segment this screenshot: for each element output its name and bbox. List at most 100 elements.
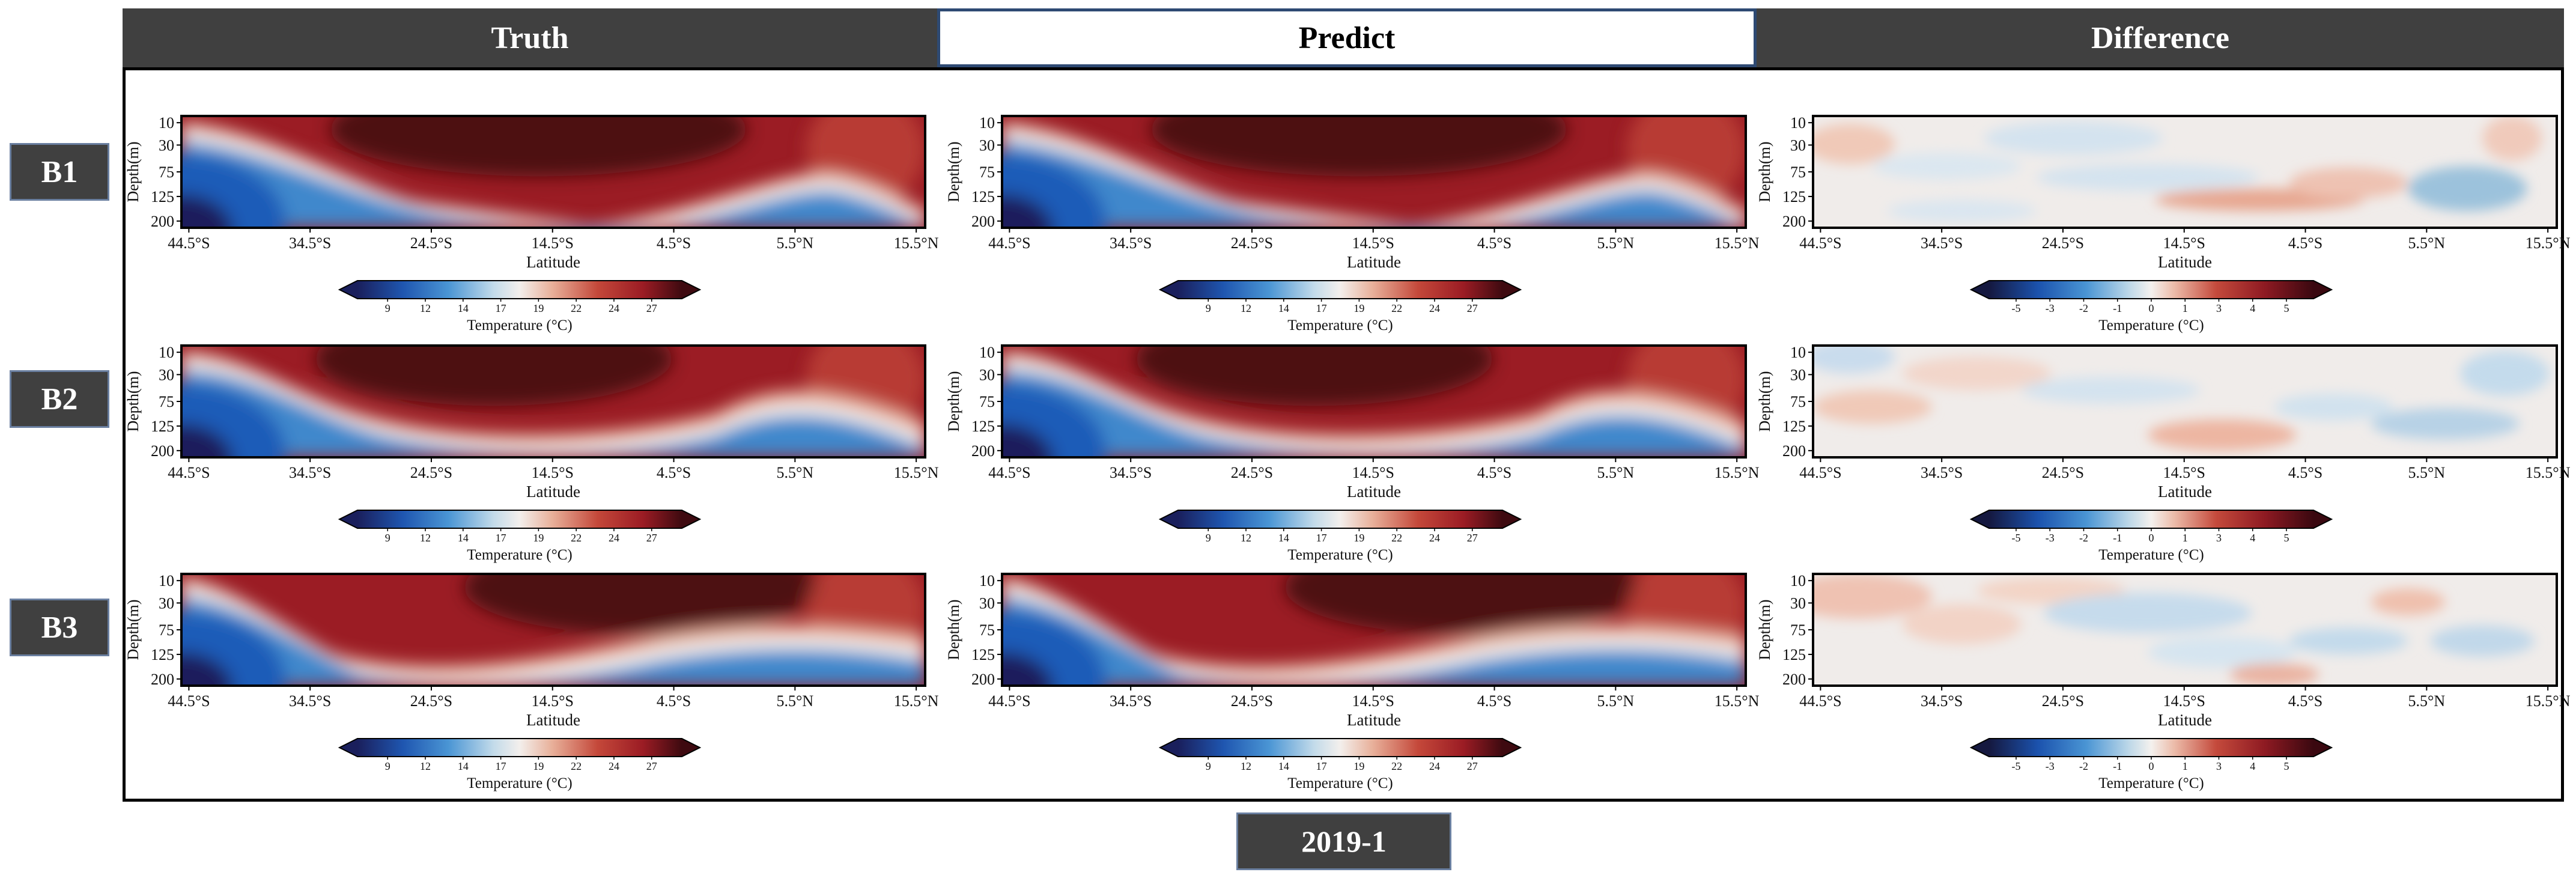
y-tick-label: 200	[151, 671, 174, 688]
heatmap-field	[1813, 574, 2557, 686]
field-blur	[1002, 346, 1746, 457]
y-tick-label: 10	[159, 572, 174, 590]
y-tick-label: 125	[971, 418, 995, 435]
colorbar-label: Temperature (°C)	[1287, 547, 1393, 563]
diff-patch	[2408, 166, 2527, 212]
x-tick-label: 24.5°S	[1231, 464, 1273, 481]
colorbar-gradient	[357, 281, 682, 299]
colorbar-gradient	[1989, 510, 2313, 528]
diff-patch	[2229, 663, 2319, 686]
x-tick-label: 34.5°S	[289, 234, 331, 252]
cold-water	[181, 596, 925, 686]
colorbar-tick-label: -2	[2079, 532, 2088, 544]
y-axis-label: Depth(m)	[945, 371, 962, 431]
cold-water	[1002, 370, 1746, 457]
x-tick-label: 15.5°N	[2526, 464, 2571, 481]
field-blur	[181, 116, 925, 228]
x-tick-label: 44.5°S	[1799, 234, 1841, 252]
x-tick-label: 24.5°S	[1231, 692, 1273, 710]
colorbar-tick-label: 9	[385, 532, 390, 544]
diff-blur	[1813, 116, 2542, 222]
y-tick-label: 10	[159, 344, 174, 361]
difference-colorbar: -5 -3 -2 -1 0 1 3 4 5 Temperature (°C)	[1969, 738, 2333, 791]
x-tick-label: 24.5°S	[1231, 234, 1273, 252]
colorbar-tick-label: 17	[496, 532, 506, 544]
y-tick-label: 10	[1790, 572, 1806, 590]
colorbar-label: Temperature (°C)	[467, 775, 573, 791]
column-header-truth: Truth	[123, 8, 937, 67]
x-tick-label: 34.5°S	[1110, 234, 1152, 252]
warm-core	[315, 346, 672, 406]
colorbar-tick-label: 27	[646, 532, 657, 544]
colorbar-tick-label: 3	[2216, 760, 2222, 772]
x-tick-label: 14.5°S	[532, 464, 574, 481]
deepest-cold	[1002, 194, 1054, 228]
colorbar-tick-label: -3	[2046, 760, 2055, 772]
colorbar-tick-label: 27	[1467, 532, 1478, 544]
panel-b1-predict: 10 30 75 125 200 Depth(m) 44.5°S 34.5°S 24.5°S 14…	[945, 114, 1760, 334]
panel-b3-truth: 10 30 75 125 200 Depth(m) 44.5°S 34.5°S 24.5°S 14…	[124, 572, 939, 791]
x-axis-label: Latitude	[1347, 711, 1401, 729]
y-tick-label: 200	[971, 213, 995, 230]
x-axis-label: Latitude	[526, 711, 580, 729]
diff-patch	[1813, 346, 1895, 374]
colorbar-tick-label: 17	[1316, 760, 1327, 772]
colorbar-tick-label: 17	[1316, 302, 1327, 314]
heatmap-field	[1002, 346, 1746, 457]
y-tick-label: 10	[1790, 344, 1806, 361]
colorbar-extend-min	[1971, 510, 1989, 528]
x-tick-label: 34.5°S	[1921, 464, 1963, 481]
x-tick-label: 4.5°S	[1477, 234, 1511, 252]
y-tick-label: 75	[979, 393, 995, 410]
diff-patch	[2289, 167, 2408, 199]
field-blur	[181, 574, 925, 686]
colorbar-outline	[1158, 738, 1522, 757]
colorbar-extend-min	[1971, 739, 1989, 757]
x-axis-label: Latitude	[2158, 483, 2212, 501]
y-tick-label: 125	[1782, 188, 1806, 206]
x-tick-label: 24.5°S	[410, 234, 452, 252]
x-tick-label: 44.5°S	[168, 692, 210, 710]
colorbar-tick-label: 27	[646, 302, 657, 314]
colorbar-extend-max	[682, 739, 700, 757]
colorbar-tick-label: 19	[533, 532, 544, 544]
y-tick-label: 125	[151, 188, 174, 206]
warm-core	[1284, 574, 1642, 635]
colorbar-extend-max	[2313, 510, 2331, 528]
x-tick-label: 24.5°S	[410, 464, 452, 481]
diff-patch	[1887, 200, 2037, 222]
diff-patch	[2371, 588, 2446, 615]
colorbar-tick-label: -5	[2012, 532, 2021, 544]
diff-patch	[2482, 116, 2542, 161]
y-tick-label: 10	[979, 114, 995, 132]
x-tick-label: 24.5°S	[2042, 464, 2084, 481]
colorbar-tick-label: 14	[458, 302, 469, 314]
row-label-b1: B1	[10, 143, 109, 201]
colorbar-tick-label: 0	[2149, 302, 2154, 314]
diff-patch	[2274, 393, 2393, 421]
colorbar-outline	[1969, 738, 2333, 757]
colorbar-gradient	[357, 510, 682, 528]
y-tick-label: 75	[159, 163, 174, 181]
colorbar-tick-label: 24	[1429, 760, 1440, 772]
colorbar-extend-min	[1160, 281, 1178, 299]
y-tick-label: 30	[159, 366, 174, 383]
colorbar-tick-label: -5	[2012, 302, 2021, 314]
colorbar-tick-label: 14	[1278, 302, 1289, 314]
colorbar-tick-label: 24	[609, 302, 619, 314]
colorbar-outline	[1969, 510, 2333, 529]
figure-frame	[123, 67, 2564, 802]
x-tick-label: 14.5°S	[1352, 234, 1394, 252]
x-tick-label: 15.5°N	[2526, 234, 2571, 252]
heatmap-field	[1002, 116, 1746, 228]
cold-water	[181, 370, 925, 457]
colorbar-extend-min	[1160, 510, 1178, 528]
colorbar-tick-label: 14	[1278, 532, 1289, 544]
diff-patch	[2043, 593, 2252, 633]
colorbar-tick-label: 9	[1206, 532, 1211, 544]
colorbar-tick-label: 27	[1467, 760, 1478, 772]
colorbar-extend-min	[339, 739, 357, 757]
x-tick-label: 5.5°N	[1597, 464, 1635, 481]
field-blur	[1002, 574, 1746, 686]
